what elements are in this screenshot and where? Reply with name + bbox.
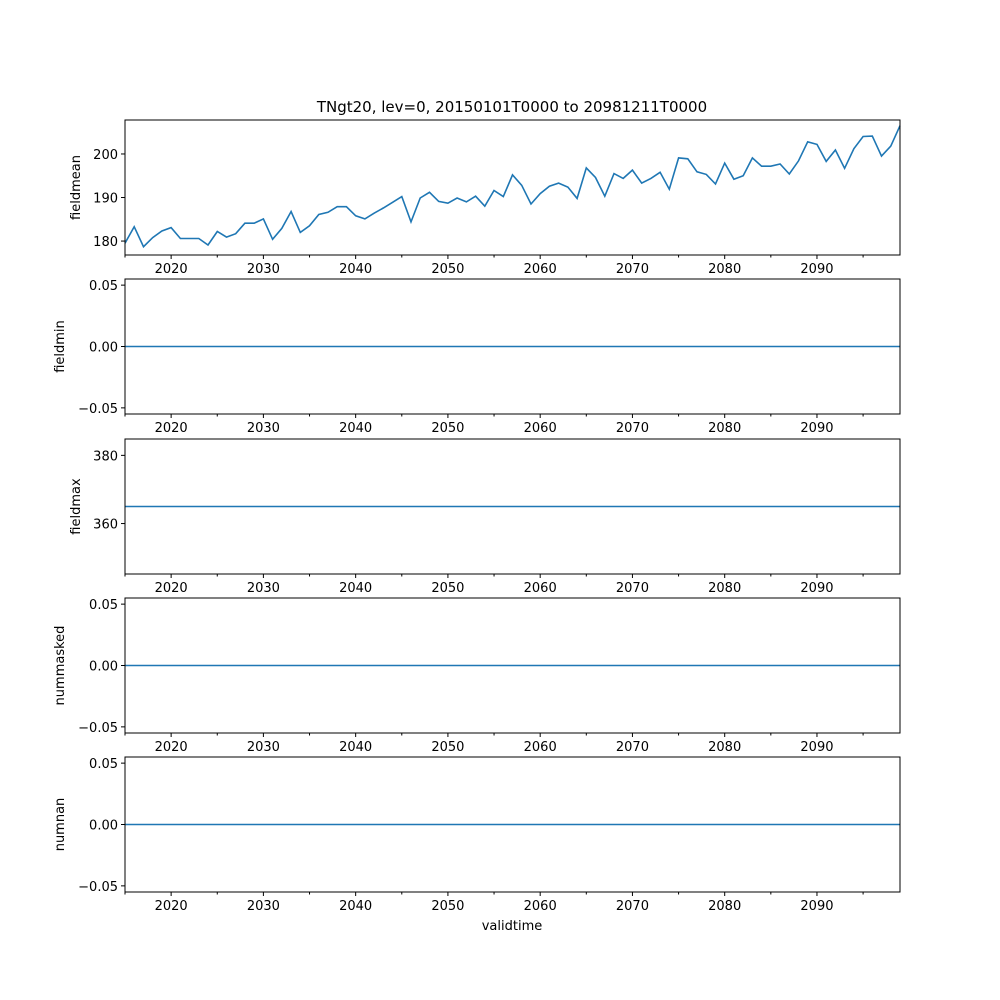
y-tick-label: −0.05	[78, 721, 118, 736]
x-tick-label: 2060	[524, 740, 557, 755]
x-tick-label: 2040	[339, 581, 372, 596]
y-tick-label: 380	[93, 449, 118, 464]
x-tick-label: 2020	[155, 421, 188, 436]
y-axis-label: numnan	[53, 798, 68, 852]
x-tick-label: 2040	[339, 899, 372, 914]
panel-fieldmin: 2020 2030 2040 2050 2060 2070 2080 2090 −0.05 0.0…	[53, 278, 901, 436]
x-tick-label: 2080	[708, 899, 741, 914]
axes-frame	[124, 119, 901, 256]
x-tick-label: 2060	[524, 899, 557, 914]
x-tick-label: 2090	[800, 421, 833, 436]
y-tick-label: 0.00	[89, 341, 118, 356]
x-tick-label: 2070	[616, 262, 649, 277]
axes-frame	[124, 438, 901, 575]
x-tick-label: 2070	[616, 899, 649, 914]
x-tick-label: 2050	[431, 581, 464, 596]
panel-fieldmean: 2020 2030 2040 2050 2060 2070 2080 2090 180 190 20…	[69, 119, 901, 277]
x-tick-label: 2030	[247, 899, 280, 914]
chart-title: TNgt20, lev=0, 20150101T0000 to 20981211…	[316, 98, 707, 116]
x-tick-label: 2080	[708, 262, 741, 277]
x-tick-label: 2050	[431, 262, 464, 277]
y-tick-label: 0.05	[89, 757, 118, 772]
x-tick-label: 2020	[155, 262, 188, 277]
y-axis-label: nummasked	[53, 626, 68, 706]
y-tick-label: −0.05	[78, 402, 118, 417]
y-tick-label: 200	[93, 148, 118, 163]
x-tick-label: 2030	[247, 581, 280, 596]
x-tick-label: 2040	[339, 262, 372, 277]
x-tick-label: 2050	[431, 899, 464, 914]
x-tick-label: 2020	[155, 899, 188, 914]
y-axis-label: fieldmean	[69, 155, 84, 220]
y-tick-label: 360	[93, 518, 118, 533]
x-tick-label: 2080	[708, 421, 741, 436]
panel-fieldmax: 2020 2030 2040 2050 2060 2070 2080 2090 360 380 fi…	[69, 438, 901, 596]
x-tick-label: 2090	[800, 899, 833, 914]
x-tick-label: 2070	[616, 421, 649, 436]
x-tick-label: 2030	[247, 421, 280, 436]
x-tick-label: 2070	[616, 581, 649, 596]
x-tick-label: 2060	[524, 262, 557, 277]
x-tick-label: 2080	[708, 740, 741, 755]
y-tick-label: 190	[93, 192, 118, 207]
panel-nummasked: 2020 2030 2040 2050 2060 2070 2080 2090 −0.05 0.0…	[53, 597, 901, 755]
x-tick-label: 2050	[431, 740, 464, 755]
x-tick-label: 2070	[616, 740, 649, 755]
x-tick-label: 2020	[155, 740, 188, 755]
x-tick-label: 2060	[524, 421, 557, 436]
y-tick-label: 0.05	[89, 598, 118, 613]
y-tick-label: −0.05	[78, 880, 118, 895]
x-tick-label: 2040	[339, 740, 372, 755]
x-tick-label: 2090	[800, 262, 833, 277]
y-axis-label: fieldmin	[53, 320, 68, 373]
y-tick-label: 180	[93, 235, 118, 250]
x-tick-label: 2080	[708, 581, 741, 596]
x-tick-label: 2040	[339, 421, 372, 436]
data-line-fieldmean	[124, 125, 901, 249]
x-tick-label: 2050	[431, 421, 464, 436]
y-tick-label: 0.00	[89, 660, 118, 675]
y-tick-label: 0.05	[89, 279, 118, 294]
x-tick-label: 2030	[247, 262, 280, 277]
x-tick-label: 2060	[524, 581, 557, 596]
x-tick-label: 2020	[155, 581, 188, 596]
x-axis-label: validtime	[482, 919, 543, 934]
panel-numnan: 2020 2030 2040 2050 2060 2070 2080 2090 −0.05 0.0…	[53, 756, 901, 914]
x-tick-label: 2090	[800, 740, 833, 755]
x-tick-label: 2090	[800, 581, 833, 596]
x-tick-label: 2030	[247, 740, 280, 755]
y-axis-label: fieldmax	[69, 478, 84, 535]
y-tick-label: 0.00	[89, 819, 118, 834]
